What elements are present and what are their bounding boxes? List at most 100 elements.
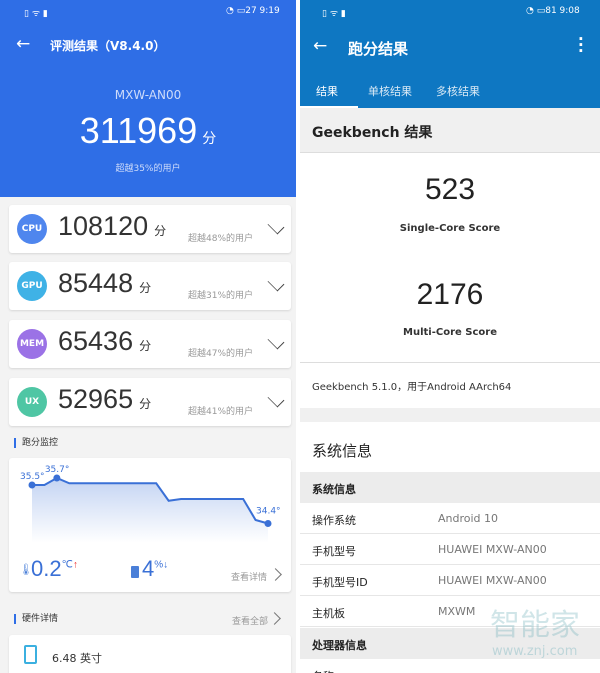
battery-unit: % [154,559,164,571]
total-score-value: 311969 [79,110,198,151]
app-bar [300,0,600,108]
temperature-point [264,520,272,527]
geekbench-title: Geekbench 结果 [312,125,433,141]
temp-up-arrow-icon: ↑ [72,559,78,571]
battery-level: 27 [245,6,257,16]
battery-icon [131,566,139,578]
temp-change: 0.2℃↑ [31,556,78,582]
info-row: 手机型号ID HUAWEI MXW-AN00 [300,565,600,596]
score-card-ux[interactable]: UX 52965 分 超越41%的用户 [9,378,291,426]
watermark-url: www.znj.com [492,644,578,659]
info-row: 手机型号 HUAWEI MXW-AN00 [300,534,600,565]
multi-core-label: Multi-Core Score [403,327,497,338]
device-model: MXW-AN00 [114,88,182,102]
watermark: 智能家 [490,608,580,643]
score: 108120 分 [58,211,166,242]
score-header [0,0,296,197]
chevron-right-icon[interactable] [269,568,282,581]
view-all-link[interactable]: 查看全部 [232,617,269,627]
tab-2[interactable]: 多核结果 [436,85,480,98]
score-unit: 分 [154,224,167,238]
info-key: 操作系统 [312,514,356,527]
info-value: HUAWEI MXW-AN00 [438,543,547,556]
thermometer-icon: 🌡 [19,563,33,576]
temp-unit: ℃ [61,559,73,571]
sysinfo-title: 系统信息 [312,442,373,460]
view-details-link[interactable]: 查看详情 [231,573,268,583]
hardware-card: 6.48 英寸 [9,635,291,673]
beat-percentage: 超越31%的用户 [188,291,254,301]
single-core-score: 523 [424,173,476,206]
score-unit: 分 [139,397,152,411]
total-beat: 超越35%的用户 [115,164,181,174]
info-key: 手机型号ID [312,576,368,589]
back-arrow-icon[interactable]: ← [313,36,328,56]
beat-percentage: 超越41%的用户 [188,407,254,417]
screen-icon [24,645,37,664]
antutu-panel: ▯ ᯤ ▮ ◔ ▭27 9:19 ← 评测结果（V8.4.0） MXW-AN00… [0,0,296,673]
geekbench-panel: ▯ ᯤ ▮ ◔ ▭81 9:08 ← 跑分结果 · · · 结果 单核结果 多核结果 G… [300,0,600,673]
single-core-label: Single-Core Score [399,223,501,234]
score-card-cpu[interactable]: CPU 108120 分 超越48%的用户 [9,205,291,253]
temp-change-value: 0.2 [31,556,62,581]
chevron-down-icon[interactable] [267,390,285,408]
cpu-info-header: 处理器信息 [300,628,600,659]
total-score: 311969 分 [0,110,296,152]
status-time: 9:08 [559,6,580,16]
info-value: MXWM [438,605,476,618]
divider [300,362,600,363]
score: 52965 分 [58,384,151,415]
status-time: 9:19 [259,6,280,16]
info-row: 名称 [300,659,600,673]
score-unit: 分 [139,281,152,295]
page-title: 跑分结果 [348,40,409,58]
score-value: 85448 [58,268,134,298]
score-value: 108120 [58,211,149,241]
temperature-line [32,476,269,525]
battery-change: 4%↓ [142,556,168,582]
beat-percentage: 超越47%的用户 [188,349,254,359]
spacer [300,408,600,422]
temperature-label: 35.7° [45,465,70,475]
temperature-point [28,481,36,489]
more-options-icon[interactable]: · · · [578,30,584,60]
battery-change-value: 4 [142,556,155,581]
screen-size: 6.48 英寸 [52,652,102,665]
temperature-area [32,478,268,543]
beat-percentage: 超越48%的用户 [188,234,254,244]
info-row: 主机板 MXWM [300,596,600,627]
version-info: Geekbench 5.1.0，用于Android AArch64 [312,382,512,393]
chevron-down-icon[interactable] [267,217,285,235]
info-key: 名称 [312,668,334,673]
score-card-gpu[interactable]: GPU 85448 分 超越31%的用户 [9,262,291,310]
temperature-label: 35.5° [20,472,45,482]
score-unit: 分 [202,130,217,146]
info-row: 操作系统 Android 10 [300,503,600,534]
score-value: 52965 [58,384,134,414]
hardware-section-title: 硬件详情 [14,614,58,624]
score-unit: 分 [139,339,152,353]
battery-level: 81 [545,6,557,16]
status-icons: ▯ ᯤ ▮ [24,9,48,19]
chevron-right-icon[interactable] [268,612,281,625]
chevron-down-icon[interactable] [267,332,285,350]
back-arrow-icon[interactable]: ← [16,34,31,54]
monitor-card: 35.5° 35.7° 34.4° 🌡 0.2℃↑ 4%↓ 查看详情 [9,458,291,592]
badge-gpu: GPU [17,271,47,301]
info-value: HUAWEI MXW-AN00 [438,574,547,587]
info-value: Android 10 [438,512,499,525]
tab-0[interactable]: 结果 [316,85,338,98]
score: 85448 分 [58,268,151,299]
score-card-mem[interactable]: MEM 65436 分 超越47%的用户 [9,320,291,368]
multi-core-score: 2176 [416,278,484,311]
status-right: ◔ ▭81 9:08 [526,6,580,16]
section-header: Geekbench 结果 [300,108,600,153]
badge-ux: UX [17,387,47,417]
temperature-chart: 35.5°35.7° 34.4° [20,465,281,543]
chevron-down-icon[interactable] [267,274,285,292]
score: 65436 分 [58,326,151,357]
temperature-point [53,474,61,482]
info-key: 手机型号 [312,545,356,558]
status-right: ◔ ▭27 9:19 [226,6,280,16]
tab-1[interactable]: 单核结果 [368,85,412,98]
